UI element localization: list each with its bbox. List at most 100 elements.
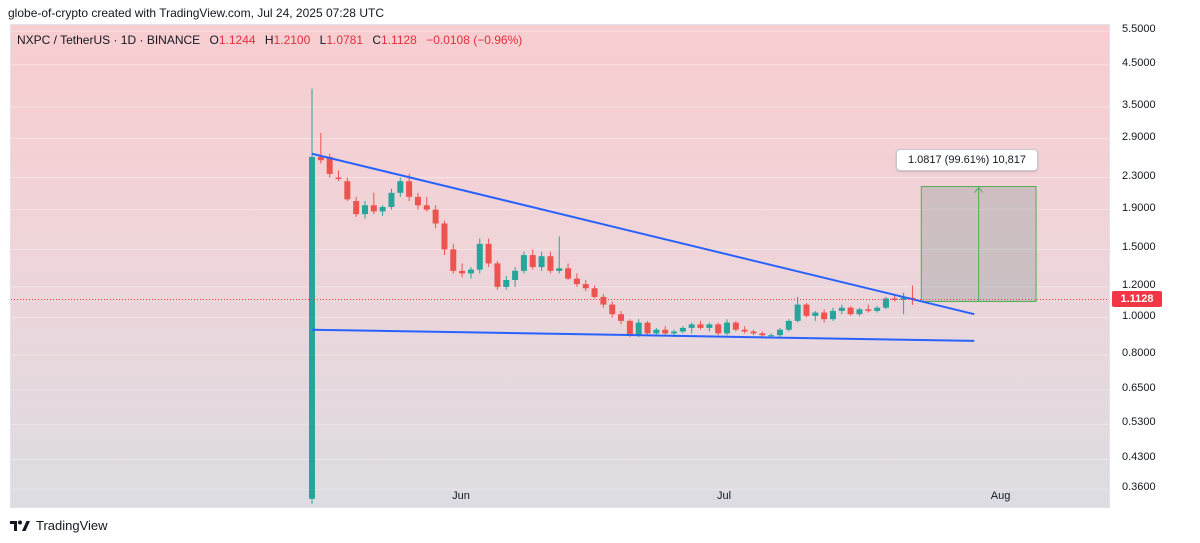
candle-body-52 bbox=[768, 335, 775, 337]
date-tick-aug: Aug bbox=[990, 490, 1011, 502]
candle-body-57 bbox=[812, 312, 819, 316]
candle-body-20 bbox=[485, 243, 492, 264]
candle-body-42 bbox=[679, 327, 686, 332]
candle-body-30 bbox=[573, 278, 580, 285]
candle-body-19 bbox=[476, 243, 483, 270]
brand-name: TradingView bbox=[36, 518, 108, 533]
candle-body-28 bbox=[556, 268, 563, 271]
price-tick-1: 4.5000 bbox=[1122, 56, 1156, 69]
candle-body-58 bbox=[821, 312, 828, 320]
candle-body-36 bbox=[626, 320, 633, 336]
candle-body-21 bbox=[494, 263, 501, 287]
candle-body-64 bbox=[874, 307, 881, 311]
candle-body-44 bbox=[697, 324, 704, 328]
symbol-legend: NXPC / TetherUS · 1D · BINANCE O1.1244 H… bbox=[17, 33, 522, 47]
candle-body-33 bbox=[600, 296, 607, 305]
candle-body-54 bbox=[785, 320, 792, 330]
candle-body-14 bbox=[432, 209, 439, 224]
candle-body-13 bbox=[423, 205, 430, 210]
candle-body-9 bbox=[388, 192, 395, 208]
candle-body-7 bbox=[370, 205, 377, 212]
price-tick-8: 1.0000 bbox=[1122, 309, 1156, 322]
last-price-tag: 1.1128 bbox=[1112, 290, 1162, 307]
candle-body-25 bbox=[529, 255, 536, 268]
candlestick-chart[interactable] bbox=[11, 25, 1110, 508]
candle-body-4 bbox=[344, 181, 351, 200]
trendline-lower bbox=[311, 328, 975, 342]
date-tick-jul: Jul bbox=[717, 490, 732, 502]
candle-body-40 bbox=[662, 329, 669, 334]
candle-body-10 bbox=[397, 181, 404, 193]
price-tick-0: 5.5000 bbox=[1122, 23, 1156, 36]
price-tick-7: 1.2000 bbox=[1122, 278, 1156, 291]
candle-body-18 bbox=[467, 269, 474, 274]
candle-body-66 bbox=[891, 298, 898, 300]
price-tick-10: 0.6500 bbox=[1122, 381, 1156, 394]
low-value: 1.0781 bbox=[326, 33, 364, 47]
attribution-header: globe-of-crypto created with TradingView… bbox=[8, 6, 384, 20]
candle-body-39 bbox=[653, 329, 660, 334]
candle-body-32 bbox=[591, 288, 598, 297]
candle-body-62 bbox=[856, 309, 863, 315]
price-tick-11: 0.5300 bbox=[1122, 416, 1156, 429]
candle-body-5 bbox=[353, 201, 360, 215]
candle-body-1 bbox=[317, 156, 324, 161]
candle-body-56 bbox=[803, 304, 810, 316]
trendline-upper bbox=[311, 152, 975, 316]
change-value: −0.0108 (−0.96%) bbox=[426, 33, 523, 47]
price-tick-13: 0.3600 bbox=[1122, 481, 1156, 494]
low-label: L bbox=[319, 33, 327, 47]
candle-body-16 bbox=[450, 249, 457, 271]
candle-body-27 bbox=[547, 256, 554, 271]
candle-body-29 bbox=[565, 268, 572, 279]
measure-arrow-head bbox=[974, 186, 984, 193]
candle-body-67 bbox=[900, 297, 907, 300]
candle-body-48 bbox=[732, 322, 739, 330]
candle-body-0 bbox=[309, 156, 315, 499]
price-tick-5: 1.9000 bbox=[1122, 201, 1156, 214]
price-tick-9: 0.8000 bbox=[1122, 347, 1156, 359]
candle-body-12 bbox=[414, 196, 421, 206]
candle-body-45 bbox=[706, 324, 713, 328]
candle-body-60 bbox=[838, 307, 845, 311]
candle-body-2 bbox=[326, 156, 333, 174]
candle-body-51 bbox=[759, 333, 766, 336]
candle-body-22 bbox=[503, 280, 510, 287]
price-tick-2: 3.5000 bbox=[1122, 98, 1156, 111]
candle-body-37 bbox=[635, 322, 642, 336]
candle-body-63 bbox=[865, 309, 872, 311]
candle-body-26 bbox=[538, 256, 545, 268]
chart-area[interactable] bbox=[10, 24, 1110, 508]
candle-body-53 bbox=[776, 329, 783, 336]
tradingview-logo-icon bbox=[10, 520, 30, 531]
candle-body-23 bbox=[512, 270, 519, 281]
high-label: H bbox=[264, 33, 274, 47]
candle-body-34 bbox=[609, 304, 616, 315]
candle-body-49 bbox=[741, 329, 748, 332]
high-value: 1.2100 bbox=[273, 33, 311, 47]
candle-body-59 bbox=[829, 310, 836, 320]
open-label: O bbox=[209, 33, 219, 47]
candle-body-38 bbox=[644, 322, 651, 334]
candle-body-3 bbox=[335, 177, 342, 179]
candle-body-17 bbox=[459, 270, 466, 274]
measure-label[interactable]: 1.0817 (99.61%) 10,817 bbox=[896, 149, 1038, 171]
candle-body-50 bbox=[750, 331, 757, 334]
close-value: 1.1128 bbox=[381, 33, 417, 47]
candle-body-41 bbox=[671, 331, 678, 334]
candle-body-15 bbox=[441, 223, 448, 250]
candle-body-46 bbox=[715, 324, 722, 334]
candle-body-6 bbox=[361, 205, 368, 215]
price-axis[interactable]: 5.5000 4.5000 3.5000 2.9000 2.3000 1.9000 1.50… bbox=[1110, 23, 1200, 508]
close-label: C bbox=[372, 33, 382, 47]
price-tick-4: 2.3000 bbox=[1122, 169, 1156, 182]
candle-body-11 bbox=[406, 181, 413, 197]
symbol-title[interactable]: NXPC / TetherUS · 1D · BINANCE bbox=[17, 33, 201, 47]
date-tick-jun: Jun bbox=[452, 490, 470, 502]
candle-body-55 bbox=[794, 304, 801, 321]
price-tick-3: 2.9000 bbox=[1122, 130, 1156, 143]
candle-body-24 bbox=[520, 255, 527, 271]
candle-body-31 bbox=[582, 284, 589, 289]
price-tick-6: 1.5000 bbox=[1122, 241, 1156, 254]
brand[interactable]: TradingView bbox=[10, 518, 108, 533]
